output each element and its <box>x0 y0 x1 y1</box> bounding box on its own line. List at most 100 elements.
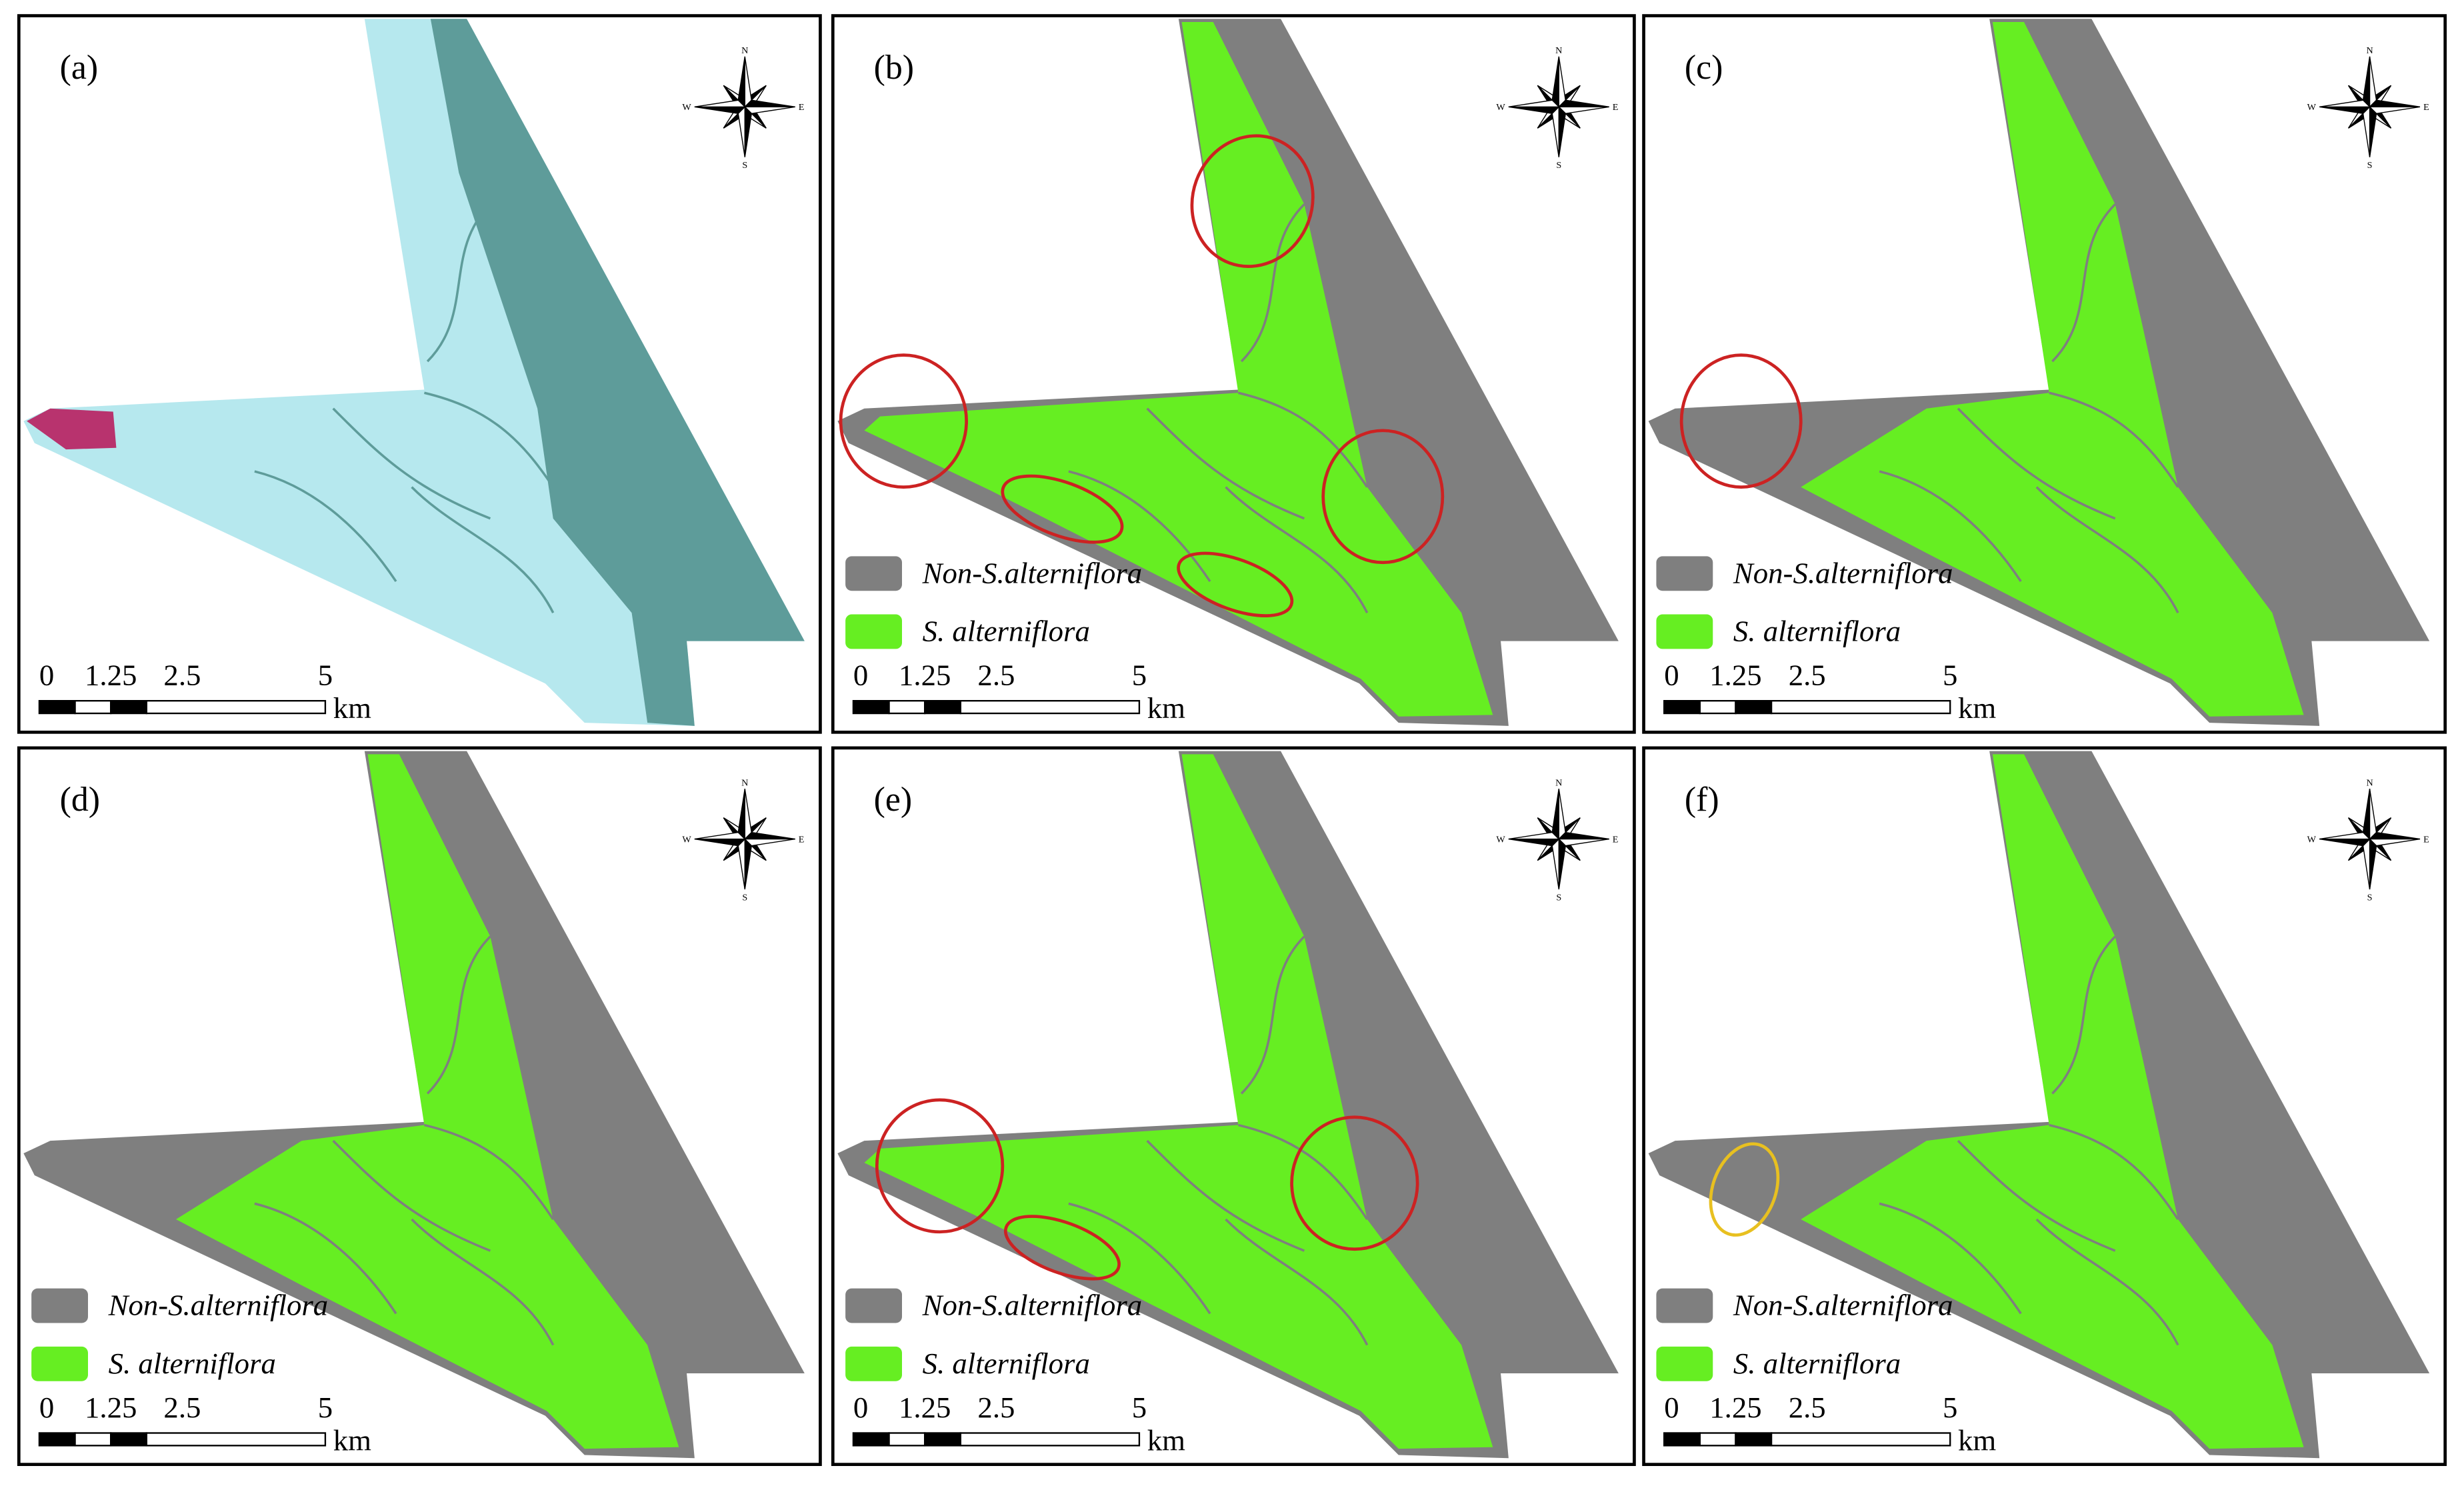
legend-swatch <box>845 556 902 591</box>
class-sa <box>864 21 1493 717</box>
scale-segment <box>74 700 112 715</box>
panel: Non-S.alterniflora S. alterniflora (b) 0 1.2… <box>831 14 1636 734</box>
image-channel <box>332 407 491 520</box>
compass-w: W <box>682 834 691 845</box>
channel <box>2035 1218 2179 1346</box>
image-channel <box>411 486 555 613</box>
channel <box>2051 935 2116 1095</box>
compass-e: E <box>1613 834 1619 845</box>
scale-label: 0 <box>1664 659 1679 692</box>
scale-segment <box>852 700 890 715</box>
scale-segment <box>1735 1432 1773 1447</box>
scale-label: 5 <box>318 1391 333 1424</box>
channel <box>1146 407 1305 520</box>
scale-segment <box>959 1432 1141 1447</box>
scale-segment <box>1770 700 1951 715</box>
legend-label: S. alterniflora <box>923 615 1090 648</box>
legend-swatch <box>845 614 902 649</box>
panel-label: (a) <box>60 49 99 87</box>
compass-w: W <box>1496 102 1505 113</box>
panel-label: (d) <box>60 781 100 819</box>
compass-ray <box>694 99 746 107</box>
legend-swatch <box>31 1288 89 1323</box>
scale-label: 1.25 <box>85 1391 137 1424</box>
scale-segment <box>888 700 926 715</box>
highlight <box>1709 1142 1780 1237</box>
scale-label: 2.5 <box>163 1391 201 1424</box>
legend-swatch <box>1656 614 1713 649</box>
scale-segment <box>1663 700 1701 715</box>
scale-segment <box>110 1432 147 1447</box>
compass: N S W E <box>682 45 804 171</box>
scale-segment <box>924 1432 961 1447</box>
compass-e: E <box>799 102 805 113</box>
channel <box>1240 203 1305 363</box>
class-non <box>23 751 805 1459</box>
scale-label: 0 <box>1664 1391 1679 1424</box>
compass-s: S <box>2367 893 2373 903</box>
compass-n: N <box>2366 777 2373 788</box>
class-sa <box>864 754 1493 1449</box>
legend-label: Non-S.alterniflora <box>1733 1289 1953 1322</box>
scale-label: 5 <box>1943 659 1957 692</box>
class-non <box>1648 751 2430 1459</box>
scale-label: 0 <box>853 1391 868 1424</box>
panel: Non-S.alterniflora S. alterniflora (e) 0 1.2… <box>831 746 1636 1467</box>
class-sa <box>1801 21 2304 717</box>
scale-segment <box>38 700 76 715</box>
class-sa <box>1801 754 2304 1449</box>
scale-label: 0 <box>853 659 868 692</box>
image-channel <box>254 470 397 583</box>
scale-unit: km <box>1958 1423 1996 1457</box>
panel: Non-S.alterniflora S. alterniflora (f) 0 1.2… <box>1642 746 2447 1467</box>
compass-ray <box>2319 831 2371 840</box>
scale-label: 5 <box>1132 659 1147 692</box>
channel <box>1879 470 2022 583</box>
compass-s: S <box>1556 160 1561 171</box>
image-channel <box>426 203 491 363</box>
channel <box>2049 391 2179 488</box>
scale-segment <box>888 1432 926 1447</box>
panel-label: (c) <box>1685 49 1723 87</box>
channel <box>2049 1123 2179 1220</box>
compass: N S W E <box>1496 777 1618 903</box>
channel <box>424 1123 555 1220</box>
compass-n: N <box>2366 45 2373 56</box>
panel-label: (b) <box>874 49 914 87</box>
scale-label: 5 <box>318 659 333 692</box>
highlight <box>1290 1115 1419 1251</box>
channel <box>2035 486 2179 613</box>
channel <box>1238 391 1369 488</box>
legend-label: Non-S.alterniflora <box>922 556 1143 589</box>
compass-s: S <box>1556 893 1561 903</box>
legend-label: Non-S.alterniflora <box>922 1289 1143 1322</box>
legend-swatch <box>1656 556 1713 591</box>
highlight <box>1190 134 1315 268</box>
compass-s: S <box>2367 160 2373 171</box>
channel <box>254 1202 397 1315</box>
scale-label: 1.25 <box>1709 1391 1761 1424</box>
scale-label: 1.25 <box>85 659 137 692</box>
compass-ray <box>1508 99 1560 107</box>
highlight <box>1001 474 1124 544</box>
scale-segment <box>74 1432 112 1447</box>
compass-e: E <box>1613 102 1619 113</box>
panel: (a) 0 1.25 2.5 5km N S W E <box>17 14 822 734</box>
class-non <box>837 19 1619 726</box>
compass-e: E <box>799 834 805 845</box>
scale-label: 2.5 <box>163 659 201 692</box>
image-tip <box>27 408 117 450</box>
highlight <box>1177 551 1294 617</box>
scale-unit: km <box>333 1423 371 1457</box>
compass: N S W E <box>682 777 804 903</box>
scale-segment <box>110 700 147 715</box>
highlight <box>875 1098 1005 1234</box>
channel <box>1225 486 1369 613</box>
highlight <box>839 353 968 489</box>
compass-ray <box>2319 99 2371 107</box>
class-non <box>837 751 1619 1459</box>
scale-label: 5 <box>1943 1391 1957 1424</box>
scale-label: 1.25 <box>899 1391 951 1424</box>
scale-label: 2.5 <box>977 659 1015 692</box>
